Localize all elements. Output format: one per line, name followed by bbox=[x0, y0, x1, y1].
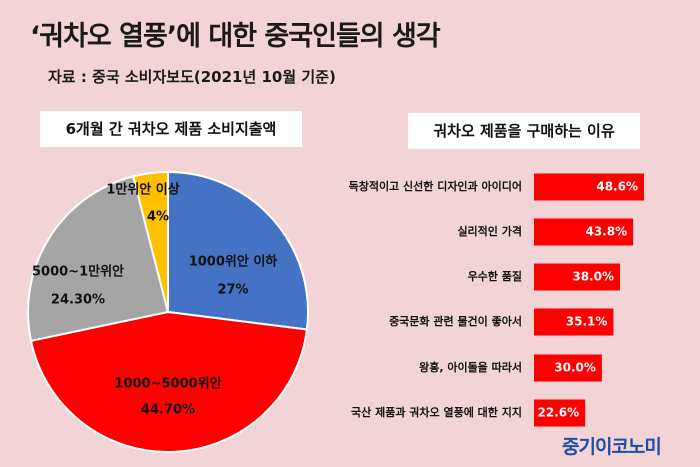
pie-slice-value: 4% bbox=[147, 210, 169, 225]
bar-category-label: 실리적인 가격 bbox=[457, 224, 522, 238]
bar-category-label: 독창적이고 신선한 디자인과 아이디어 bbox=[349, 179, 522, 193]
pie-chart-title: 6개월 간 궈차오 제품 소비지출액 bbox=[40, 111, 302, 147]
pie-slice-label: 1000위안 이하 bbox=[189, 254, 278, 270]
bar bbox=[534, 354, 602, 382]
bar bbox=[534, 308, 614, 336]
bar-category-label: 중국문화 관련 물건이 좋아서 bbox=[389, 314, 522, 328]
pie-slice bbox=[167, 170, 309, 331]
page-title: ‘궈차오 열풍’에 대한 중국인들의 생각 bbox=[30, 21, 441, 52]
bar-chart-title: 궈차오 제품을 구매하는 이유 bbox=[408, 113, 640, 149]
pie-slice bbox=[131, 170, 169, 313]
pie-slice-value: 44.70% bbox=[141, 403, 195, 418]
bar-category-label: 국산 제품과 궈차오 열풍에 대한 지지 bbox=[351, 405, 522, 419]
pie-slice-label: 1000~5000위안 bbox=[114, 376, 221, 392]
bar-value-label: 35.1% bbox=[566, 315, 608, 329]
bar bbox=[534, 399, 586, 427]
bar-value-label: 38.0% bbox=[572, 270, 614, 284]
bar-value-label: 43.8% bbox=[585, 225, 627, 239]
pie-slice bbox=[29, 310, 309, 453]
bar bbox=[534, 173, 644, 201]
pie-slice bbox=[27, 175, 170, 343]
pie-slice-value: 27% bbox=[217, 283, 248, 298]
bar-value-label: 48.6% bbox=[596, 180, 638, 194]
pie-slice-value: 24.30% bbox=[51, 293, 105, 308]
bar bbox=[534, 218, 634, 246]
bar bbox=[534, 263, 621, 291]
bar-category-label: 왕홍, 아이돌을 따라서 bbox=[419, 360, 522, 374]
bar-value-label: 22.6% bbox=[538, 406, 580, 420]
source-note: 자료 : 중국 소비자보도(2021년 10월 기준) bbox=[48, 68, 336, 86]
pie-slice-label: 5000~1만위안 bbox=[32, 264, 124, 280]
pie-slice-label: 1만위안 이상 bbox=[106, 182, 179, 198]
brand-logo: 중기이코노미 bbox=[562, 436, 662, 458]
bar-value-label: 30.0% bbox=[554, 361, 596, 375]
bar-category-label: 우수한 품질 bbox=[468, 269, 522, 283]
